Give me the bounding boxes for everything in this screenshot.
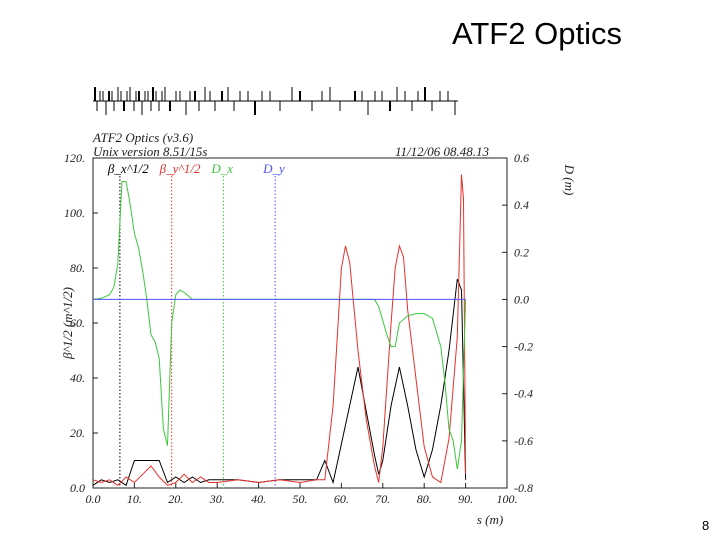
legend-label: D_x	[210, 161, 233, 176]
legend-label: β_y^1/2	[159, 161, 201, 176]
y-axis-label: β^1/2 (m^1/2)	[60, 287, 75, 360]
y-tick-label: 20.	[70, 426, 85, 440]
right-axis-ticks: -0.8 -0.6 -0.4 -0.2 0.0 0.2 0.4 0.6	[502, 151, 533, 495]
y-tick-label: 0.0	[70, 481, 85, 495]
y2-tick-label: 0.4	[514, 198, 529, 212]
version-label: Unix version 8.51/15s	[93, 144, 207, 159]
date-label: 11/12/06 08.48.13	[395, 144, 490, 159]
plot-header: ATF2 Optics (v3.6) Unix version 8.51/15s…	[92, 130, 490, 159]
bottom-axis-ticks: 0.0 10. 20. 30. 40. 50. 60. 70. 80. 90. 100.	[86, 483, 518, 506]
series-line	[92, 174, 467, 486]
x-tick-label: 10.	[127, 492, 142, 506]
y2-tick-label: 0.0	[514, 292, 529, 306]
legend-marker-lines	[119, 176, 276, 488]
y2-tick-label: -0.4	[514, 387, 533, 401]
legend-label: β_x^1/2	[107, 161, 149, 176]
y2-tick-label: -0.6	[514, 434, 533, 448]
y-tick-label: 60.	[70, 316, 85, 330]
series-layer	[92, 174, 467, 487]
legend-label: D_y	[262, 161, 285, 176]
x-tick-label: 20.	[168, 492, 183, 506]
x-tick-label: 80.	[417, 492, 432, 506]
y-tick-label: 120.	[64, 151, 85, 165]
x-tick-label: 60.	[334, 492, 349, 506]
y-tick-label: 80.	[70, 261, 85, 275]
left-axis-ticks: 0.0 20. 40. 60. 80. 100. 120.	[64, 151, 98, 495]
plot-frame	[92, 157, 508, 489]
y2-tick-label: -0.2	[514, 340, 533, 354]
program-label: ATF2 Optics (v3.6)	[92, 130, 193, 145]
x-tick-label: 0.0	[86, 492, 101, 506]
y-tick-label: 100.	[64, 206, 85, 220]
y2-axis-label: D (m)	[562, 164, 577, 196]
x-tick-label: 30.	[209, 492, 225, 506]
x-tick-label: 100.	[497, 492, 518, 506]
x-tick-label: 50.	[293, 492, 308, 506]
slide-title: ATF2 Optics	[452, 16, 622, 51]
x-tick-label: 70.	[375, 492, 390, 506]
series-line	[92, 278, 467, 487]
legend: β_x^1/2 β_y^1/2 D_x D_y	[107, 161, 285, 176]
y2-tick-label: 0.2	[514, 245, 529, 259]
y2-tick-label: -0.8	[514, 481, 533, 495]
y2-tick-label: 0.6	[514, 151, 529, 165]
x-tick-label: 40.	[251, 492, 266, 506]
lattice-layout	[93, 87, 458, 115]
page-number: 8	[702, 518, 710, 533]
y-tick-label: 40.	[70, 371, 85, 385]
x-tick-label: 90.	[458, 492, 473, 506]
x-axis-label: s (m)	[477, 512, 503, 527]
